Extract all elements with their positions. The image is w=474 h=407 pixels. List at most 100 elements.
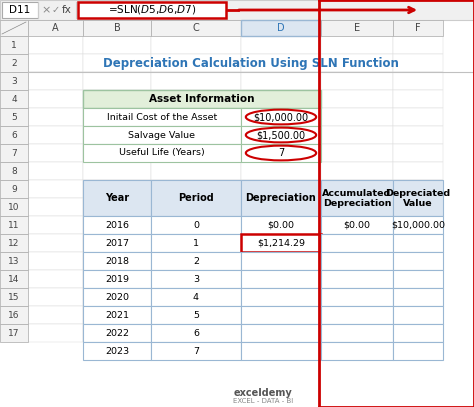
Text: A: A: [52, 23, 59, 33]
Text: =SLN($D$5,$D$6,$D$7): =SLN($D$5,$D$6,$D$7): [108, 4, 196, 17]
Bar: [321, 324, 393, 342]
Bar: [393, 180, 443, 198]
Bar: [83, 180, 151, 198]
Bar: [151, 20, 241, 36]
Bar: [321, 54, 393, 72]
Bar: [321, 20, 393, 36]
Text: $1,214.29: $1,214.29: [257, 239, 305, 247]
Bar: [393, 90, 443, 108]
Bar: [151, 288, 241, 306]
Bar: [151, 324, 241, 342]
Bar: [151, 54, 241, 72]
Text: 7: 7: [11, 149, 17, 158]
Bar: [78, 2, 226, 18]
Bar: [241, 198, 321, 216]
Bar: [28, 270, 83, 288]
Bar: [28, 198, 83, 216]
Bar: [28, 20, 83, 36]
Bar: [28, 252, 83, 270]
Bar: [28, 144, 83, 162]
Bar: [83, 252, 151, 270]
Text: ×: ×: [41, 5, 51, 15]
Bar: [393, 108, 443, 126]
Text: 2016: 2016: [105, 221, 129, 230]
Bar: [241, 180, 321, 216]
Bar: [83, 324, 151, 342]
Bar: [83, 234, 151, 252]
Bar: [321, 36, 393, 54]
Bar: [0, 252, 28, 270]
Bar: [241, 288, 321, 306]
Bar: [241, 234, 321, 252]
Bar: [83, 72, 151, 90]
Bar: [393, 198, 443, 216]
Bar: [241, 288, 321, 306]
Bar: [393, 234, 443, 252]
Bar: [241, 126, 321, 144]
Bar: [241, 306, 321, 324]
Bar: [0, 20, 28, 36]
Bar: [241, 126, 321, 144]
Bar: [151, 216, 241, 234]
Bar: [0, 198, 28, 216]
Bar: [28, 180, 83, 198]
Bar: [83, 216, 151, 234]
Bar: [151, 342, 241, 360]
Bar: [321, 234, 393, 252]
Bar: [321, 108, 393, 126]
Bar: [83, 324, 151, 342]
Bar: [28, 36, 83, 54]
Text: D: D: [277, 23, 285, 33]
Bar: [0, 162, 28, 180]
Bar: [0, 180, 28, 198]
Bar: [241, 90, 321, 108]
Text: Period: Period: [178, 193, 214, 203]
Bar: [393, 288, 443, 306]
Bar: [393, 306, 443, 324]
Text: Depreciation Calculation Using SLN Function: Depreciation Calculation Using SLN Funct…: [103, 57, 399, 70]
Bar: [83, 216, 151, 234]
Bar: [0, 108, 28, 126]
Bar: [28, 72, 83, 90]
Bar: [83, 270, 151, 288]
Bar: [321, 72, 393, 90]
Text: 1: 1: [11, 41, 17, 50]
Bar: [0, 324, 28, 342]
Bar: [83, 20, 151, 36]
Bar: [393, 270, 443, 288]
Bar: [83, 126, 241, 144]
Bar: [241, 252, 321, 270]
Bar: [241, 216, 321, 234]
Text: Useful Life (Years): Useful Life (Years): [119, 149, 205, 158]
Bar: [151, 162, 241, 180]
Text: 0: 0: [193, 221, 199, 230]
Bar: [241, 252, 321, 270]
Text: 2017: 2017: [105, 239, 129, 247]
Bar: [393, 234, 443, 252]
Text: Depreciated: Depreciated: [385, 188, 451, 197]
Bar: [28, 126, 83, 144]
Text: 6: 6: [193, 328, 199, 337]
Bar: [393, 324, 443, 342]
Text: Depreciation: Depreciation: [323, 199, 391, 208]
Bar: [241, 144, 321, 162]
Text: 9: 9: [11, 184, 17, 193]
Bar: [393, 36, 443, 54]
Bar: [83, 108, 151, 126]
Bar: [241, 306, 321, 324]
Text: 4: 4: [193, 293, 199, 302]
Bar: [321, 126, 393, 144]
Bar: [151, 324, 241, 342]
Bar: [83, 144, 151, 162]
Bar: [321, 162, 393, 180]
Bar: [241, 216, 321, 234]
Bar: [321, 144, 393, 162]
Bar: [393, 72, 443, 90]
Text: 2020: 2020: [105, 293, 129, 302]
Text: 5: 5: [11, 112, 17, 122]
Bar: [393, 180, 443, 216]
Bar: [151, 126, 241, 144]
Bar: [151, 180, 241, 216]
Bar: [321, 252, 393, 270]
Text: $0.00: $0.00: [344, 221, 371, 230]
